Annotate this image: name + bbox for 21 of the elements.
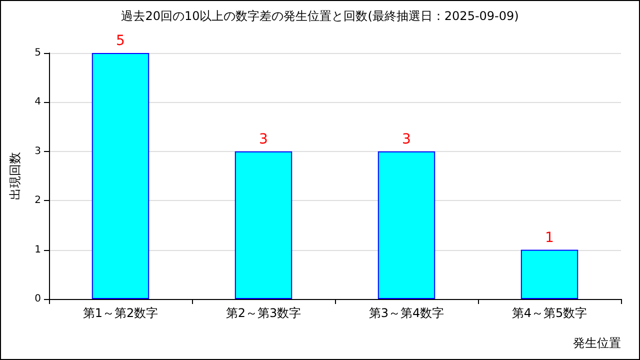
bar [378,151,436,299]
x-axis-title: 発生位置 [573,336,621,350]
x-tick-label: 第1～第2数字 [82,306,158,320]
bar [234,151,292,299]
data-label: 3 [259,131,268,148]
y-tick-label: 2 [34,195,41,206]
y-tick-label: 1 [34,244,41,256]
y-axis-title: 出現回数 [8,152,22,200]
data-label: 5 [116,33,125,49]
bar [92,53,150,299]
y-tick-label: 3 [34,146,41,157]
x-tick-label: 第4～第5数字 [512,306,588,320]
y-tick-label: 4 [34,96,41,108]
x-tick-label: 第2～第3数字 [226,306,302,320]
data-label: 3 [402,131,411,148]
y-tick-label: 0 [34,294,41,304]
y-tick-label: 5 [34,48,41,58]
bar [520,250,578,299]
x-tick-label: 第3～第4数字 [368,306,444,320]
data-label: 1 [545,230,554,246]
chart-title: 過去20回の10以上の数字差の発生位置と回数(最終抽選日：2025-09-09) [121,9,519,23]
